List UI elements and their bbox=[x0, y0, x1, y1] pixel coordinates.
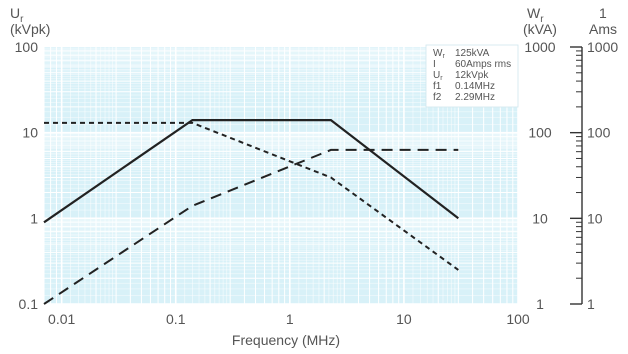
x-axis-label: Frequency (MHz) bbox=[232, 332, 340, 348]
right-axis-label: 1 bbox=[599, 5, 607, 21]
x-tick-label: 10 bbox=[396, 311, 412, 327]
right-axis-unit: Ams bbox=[589, 21, 617, 37]
mid-axis-unit: (kVA) bbox=[523, 21, 557, 37]
left-axis-unit: (kVpk) bbox=[10, 21, 50, 37]
mid-tick-label: 100 bbox=[528, 125, 552, 141]
right-tick-label: 1000 bbox=[587, 39, 618, 55]
grid-minor bbox=[43, 47, 518, 304]
right-tick-label: 10 bbox=[587, 210, 603, 226]
x-tick-label: 1 bbox=[286, 311, 294, 327]
axis-layer: 0.01 0.1 1 10 100 0.1 1 10 100 1 10 100 1000 1 10 100 10… bbox=[15, 39, 619, 327]
left-axis-label: Ur bbox=[10, 5, 24, 25]
legend-value: 125kVA bbox=[455, 48, 490, 59]
x-tick-label: 100 bbox=[506, 311, 530, 327]
mid-tick-label: 1 bbox=[536, 296, 544, 312]
series-layer bbox=[43, 118, 459, 305]
x-tick-label: 0.01 bbox=[48, 311, 75, 327]
mid-tick-label: 10 bbox=[532, 210, 548, 226]
series-line-1 bbox=[43, 118, 459, 224]
x-tick-label: 0.1 bbox=[166, 311, 186, 327]
legend-key: Wr bbox=[433, 48, 445, 60]
legend-key: f1 bbox=[433, 81, 442, 92]
mid-axis-label: Wr bbox=[527, 5, 544, 25]
right-tick-label: 1 bbox=[587, 296, 595, 312]
legend-value: 0.14MHz bbox=[455, 81, 495, 92]
left-tick-label: 10 bbox=[22, 125, 38, 141]
legend-key: f2 bbox=[433, 92, 442, 103]
left-tick-label: 0.1 bbox=[19, 296, 39, 312]
left-tick-label: 100 bbox=[15, 39, 39, 55]
legend: Wr 125kVA I 60Amps rms Ur 12kVpk f1 0.14MHz f2 2.… bbox=[425, 44, 519, 108]
legend-key: Ur bbox=[433, 70, 443, 82]
mid-tick-label: 1000 bbox=[524, 39, 555, 55]
legend-value: 60Amps rms bbox=[455, 59, 511, 70]
grid-major bbox=[44, 47, 519, 305]
right-tick-label: 100 bbox=[587, 125, 611, 141]
series-line-3 bbox=[43, 148, 459, 305]
legend-value: 12kVpk bbox=[455, 70, 489, 81]
series-line-2 bbox=[44, 121, 459, 271]
legend-value: 2.29MHz bbox=[455, 92, 495, 103]
left-tick-label: 1 bbox=[30, 210, 38, 226]
legend-key: I bbox=[433, 59, 436, 70]
legend-box bbox=[425, 44, 519, 108]
